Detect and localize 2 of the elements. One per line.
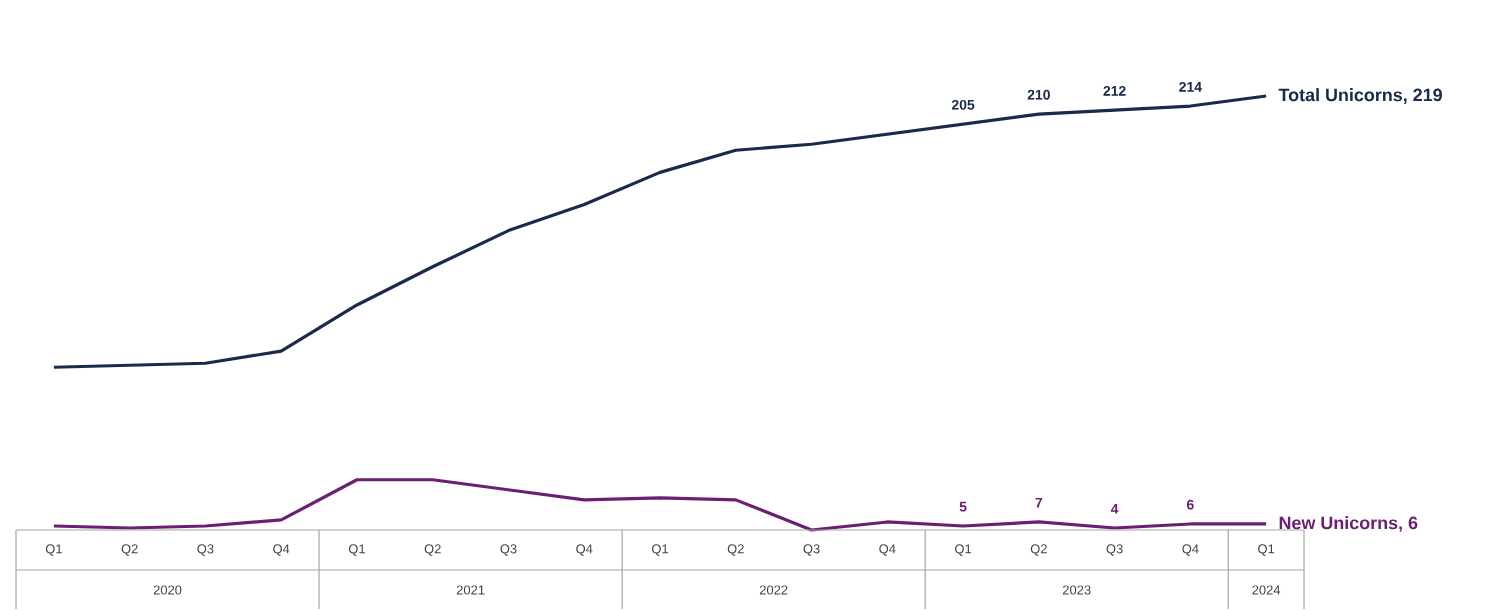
series-label: New Unicorns, 6 bbox=[1279, 516, 1418, 532]
series-label: Total Unicorns, 219 bbox=[1278, 88, 1442, 104]
